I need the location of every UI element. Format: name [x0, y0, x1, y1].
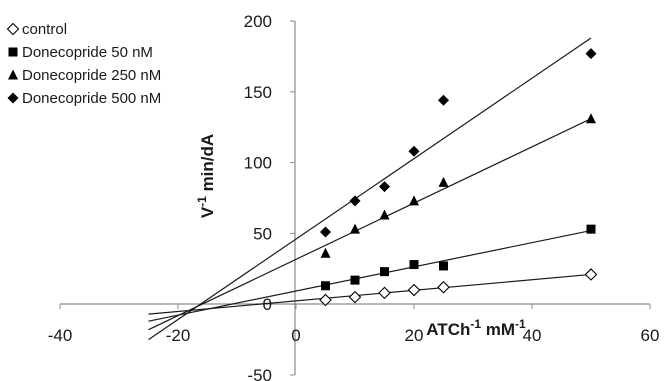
data-point-series-1: [584, 268, 598, 281]
y-tick-label: 150: [244, 83, 272, 102]
data-point-series-3: [438, 176, 449, 187]
y-tick-label: 100: [244, 154, 272, 173]
data-point-series-3: [350, 223, 360, 234]
trendline-series-4: [148, 37, 592, 341]
data-point-series-4: [408, 145, 420, 157]
data-point-series-4: [349, 195, 361, 207]
legend-marker-1: [6, 22, 20, 36]
y-axis-title-rest: min/dA: [198, 134, 217, 196]
x-tick-label: 20: [405, 326, 424, 345]
legend: control Donecopride 50 nM Donecopride 250 …: [6, 21, 161, 107]
data-point-series-2: [439, 261, 448, 271]
x-tick-label: 60: [641, 326, 660, 345]
data-point-series-3: [586, 113, 596, 124]
y-axis-title: V-1 min/dA: [195, 134, 217, 218]
legend-label-3: Donecopride 250 nM: [22, 67, 161, 84]
x-axis-title-base: ATCh: [426, 320, 470, 339]
legend-label-2: Donecopride 50 nM: [22, 44, 153, 61]
trendline-series-1: [148, 273, 592, 315]
y-axis-title-sup: -1: [195, 196, 209, 207]
axes: [59, 20, 651, 376]
data-point-series-1: [348, 290, 362, 304]
data-point-series-1: [437, 280, 450, 294]
x-tick-label: 0: [291, 326, 300, 345]
legend-label-4: Donecopride 500 nM: [22, 90, 161, 107]
x-axis-title-sup1: -1: [470, 317, 481, 331]
tick-labels: -40 -20 0 20 40 60 -50 0 50 100 150 200: [48, 12, 660, 381]
y-tick-label: 200: [244, 12, 272, 31]
legend-marker-3: [8, 69, 18, 80]
data-point-series-2: [350, 275, 360, 285]
data-point-series-2: [380, 267, 389, 277]
data-point-series-2: [409, 260, 419, 270]
data-point-series-1: [319, 293, 332, 307]
x-tick-label: 40: [523, 326, 542, 345]
x-tick-label: -40: [48, 326, 73, 345]
x-axis-title-mid: mM: [481, 320, 515, 339]
x-axis-title-sup2: -1: [515, 317, 526, 331]
data-point-series-1: [407, 283, 421, 297]
trendline-series-2: [148, 229, 592, 322]
legend-marker-4: [7, 92, 19, 104]
legend-label-1: control: [22, 21, 67, 38]
y-axis-title-base: V: [198, 206, 217, 218]
data-point-series-3: [320, 247, 331, 258]
data-point-series-4: [320, 226, 331, 238]
data-point-series-4: [438, 94, 449, 106]
y-tick-label: 50: [253, 224, 272, 243]
data-point-series-1: [378, 286, 391, 300]
legend-marker-2: [8, 47, 18, 57]
x-axis-title: ATCh-1 mM-1: [426, 317, 526, 339]
data-point-series-4: [585, 48, 597, 60]
x-tick-label: -20: [166, 326, 191, 345]
data-point-series-3: [409, 195, 419, 206]
trendline-series-3: [148, 118, 592, 331]
data-markers: [319, 48, 598, 307]
y-tick-label: 0: [263, 295, 272, 314]
data-point-series-4: [379, 181, 390, 193]
data-point-series-2: [586, 224, 596, 234]
data-point-series-2: [321, 281, 330, 291]
trendlines: [148, 37, 592, 341]
data-point-series-3: [379, 209, 390, 220]
y-tick-label: -50: [247, 366, 272, 381]
